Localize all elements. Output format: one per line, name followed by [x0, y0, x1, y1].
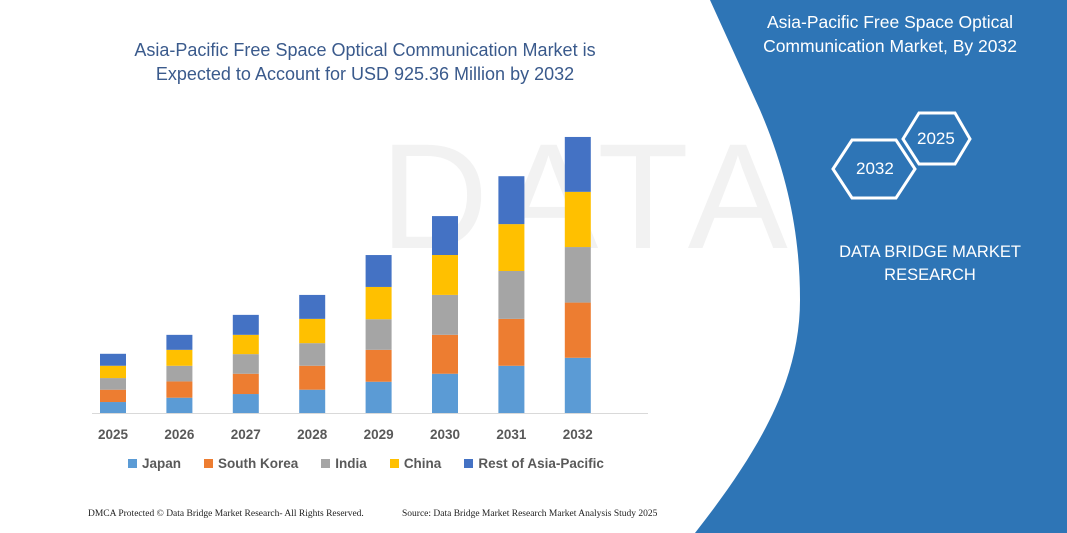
- bar-japan-2032: [564, 357, 591, 413]
- footer-copyright: DMCA Protected © Data Bridge Market Rese…: [88, 509, 364, 519]
- bar-china-2028: [299, 318, 326, 344]
- legend-item: South Korea: [204, 456, 298, 471]
- hex-label-2025: 2025: [917, 129, 955, 148]
- bar-south-korea-2026: [166, 381, 193, 398]
- bar-japan-2026: [166, 397, 193, 413]
- bar-rest-of-asia-pacific-2025: [100, 353, 126, 366]
- bar-china-2031: [498, 224, 525, 271]
- legend-swatch: [389, 459, 399, 468]
- bar-india-2031: [498, 270, 525, 319]
- bar-china-2027: [232, 334, 259, 355]
- bar-china-2029: [365, 286, 392, 320]
- bar-japan-2029: [365, 381, 392, 413]
- right-title-line-2: Communication Market, By 2032: [763, 36, 1017, 56]
- bar-south-korea-2029: [365, 349, 392, 382]
- hex-label-2032: 2032: [856, 159, 894, 178]
- bar-japan-2030: [432, 373, 458, 413]
- legend-label: Japan: [142, 456, 182, 471]
- bar-india-2029: [365, 319, 392, 350]
- bar-india-2026: [166, 365, 193, 382]
- legend-item: Japan: [128, 456, 181, 471]
- hexagon-2025-icon: [901, 111, 972, 166]
- legend-item: China: [389, 456, 442, 471]
- footer-source: Source: Data Bridge Market Research Mark…: [402, 509, 658, 519]
- hexagon-2032-icon: [831, 138, 917, 200]
- bar-china-2032: [564, 191, 591, 248]
- bar-south-korea-2032: [564, 302, 591, 358]
- bar-japan-2031: [498, 365, 525, 413]
- bar-china-2030: [432, 255, 458, 295]
- bar-south-korea-2031: [498, 318, 525, 366]
- x-tick-label: 2025: [98, 427, 129, 442]
- bar-india-2027: [232, 354, 259, 374]
- bar-rest-of-asia-pacific-2032: [564, 136, 591, 192]
- bar-south-korea-2027: [232, 373, 259, 395]
- right-panel-title: Asia-Pacific Free Space Optical Communic…: [720, 10, 1060, 58]
- legend-swatch: [128, 459, 137, 468]
- legend-label: India: [335, 456, 367, 471]
- bar-south-korea-2030: [432, 334, 458, 374]
- legend-swatch: [321, 459, 331, 468]
- bar-japan-2025: [100, 402, 126, 413]
- bar-india-2032: [564, 247, 591, 303]
- brand-line-2: RESEARCH: [884, 266, 976, 284]
- bar-china-2025: [100, 365, 126, 379]
- brand-line-1: DATA BRIDGE MARKET: [839, 243, 1021, 261]
- legend-item: India: [321, 456, 367, 471]
- bar-india-2030: [432, 294, 458, 335]
- legend-swatch: [464, 459, 474, 468]
- bar-rest-of-asia-pacific-2030: [432, 216, 458, 256]
- x-tick-label: 2027: [231, 427, 261, 442]
- chart-title-line-2: Expected to Account for USD 925.36 Milli…: [155, 64, 575, 84]
- bar-south-korea-2028: [299, 365, 326, 390]
- bar-rest-of-asia-pacific-2031: [498, 176, 525, 225]
- bar-south-korea-2025: [100, 389, 126, 403]
- legend-label: South Korea: [218, 456, 299, 471]
- bar-rest-of-asia-pacific-2029: [365, 255, 392, 287]
- brand-text: DATA BRIDGE MARKET RESEARCH: [820, 241, 1040, 287]
- legend-item: Rest of Asia-Pacific: [464, 456, 604, 471]
- bar-rest-of-asia-pacific-2027: [232, 314, 259, 335]
- bar-india-2028: [299, 343, 326, 366]
- stacked-bar-chart: 2025 2026 2027 2028 2029 2030 2031 2032: [92, 136, 648, 442]
- legend-swatch: [204, 459, 214, 468]
- right-title-line-1: Asia-Pacific Free Space Optical: [766, 12, 1014, 32]
- x-tick-label: 2026: [164, 427, 195, 442]
- bar-india-2025: [100, 378, 126, 390]
- chart-title: Asia-Pacific Free Space Optical Communic…: [95, 38, 635, 86]
- bar-rest-of-asia-pacific-2026: [166, 334, 193, 350]
- bar-rest-of-asia-pacific-2028: [299, 294, 326, 319]
- legend: Japan South Korea India China Rest of Asia-P…: [128, 456, 627, 471]
- legend-label: China: [403, 456, 442, 471]
- x-tick-label: 2028: [297, 427, 328, 442]
- x-tick-label: 2031: [496, 427, 527, 442]
- bar-china-2026: [166, 349, 193, 366]
- bar-japan-2027: [232, 394, 259, 413]
- right-panel-shape: [695, 0, 1067, 533]
- x-tick-label: 2030: [430, 427, 460, 442]
- x-tick-label: 2029: [364, 427, 394, 442]
- legend-label: Rest of Asia-Pacific: [478, 456, 604, 471]
- bar-japan-2028: [299, 389, 326, 413]
- x-tick-label: 2032: [563, 427, 593, 442]
- chart-title-line-1: Asia-Pacific Free Space Optical Communic…: [134, 40, 596, 60]
